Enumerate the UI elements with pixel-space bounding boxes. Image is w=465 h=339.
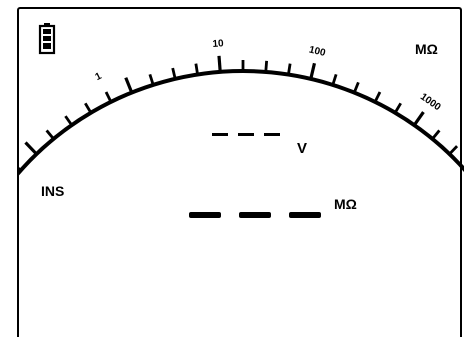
- scale-tick: [84, 102, 93, 115]
- scale-tick: [171, 67, 177, 81]
- scale-tick: [124, 77, 134, 95]
- scale-tick: [393, 102, 402, 115]
- scale-tick-label: 1: [94, 71, 104, 84]
- scale-tick: [45, 129, 56, 141]
- scale-tick: [148, 73, 155, 87]
- scale-tick: [430, 129, 441, 141]
- scale-tick: [412, 111, 425, 127]
- scale-tick: [373, 91, 382, 104]
- mode-label: INS: [41, 183, 65, 199]
- resistance-reading-dashes: [189, 212, 321, 218]
- scale-tick: [331, 73, 338, 87]
- scale-ticks: [19, 55, 464, 173]
- scale-tick-label: 1000: [418, 91, 443, 113]
- scale-tick: [24, 141, 39, 156]
- scale-tick: [286, 63, 292, 76]
- lcd-display: 00.1110100100010000 MΩ INS V MΩ: [17, 7, 464, 337]
- scale-tick: [19, 167, 23, 173]
- resistance-unit: MΩ: [334, 196, 357, 212]
- battery-full-icon: [38, 23, 56, 55]
- scale-tick: [309, 62, 317, 81]
- voltage-unit: V: [297, 140, 308, 157]
- scale-tick: [217, 55, 222, 73]
- scale-tick: [352, 81, 360, 94]
- scale-arc: [19, 69, 464, 176]
- scale-tick-label: 10: [212, 38, 224, 50]
- scale-tick: [64, 115, 74, 127]
- scale-tick: [104, 91, 113, 104]
- analog-scale: 00.1110100100010000: [19, 23, 464, 218]
- scale-tick: [447, 145, 459, 156]
- scale-tick: [194, 63, 200, 76]
- scale-unit-label: MΩ: [415, 41, 438, 57]
- voltage-reading-dashes: [212, 133, 280, 136]
- scale-tick: [264, 60, 269, 73]
- scale-tick-label: 100: [308, 44, 327, 59]
